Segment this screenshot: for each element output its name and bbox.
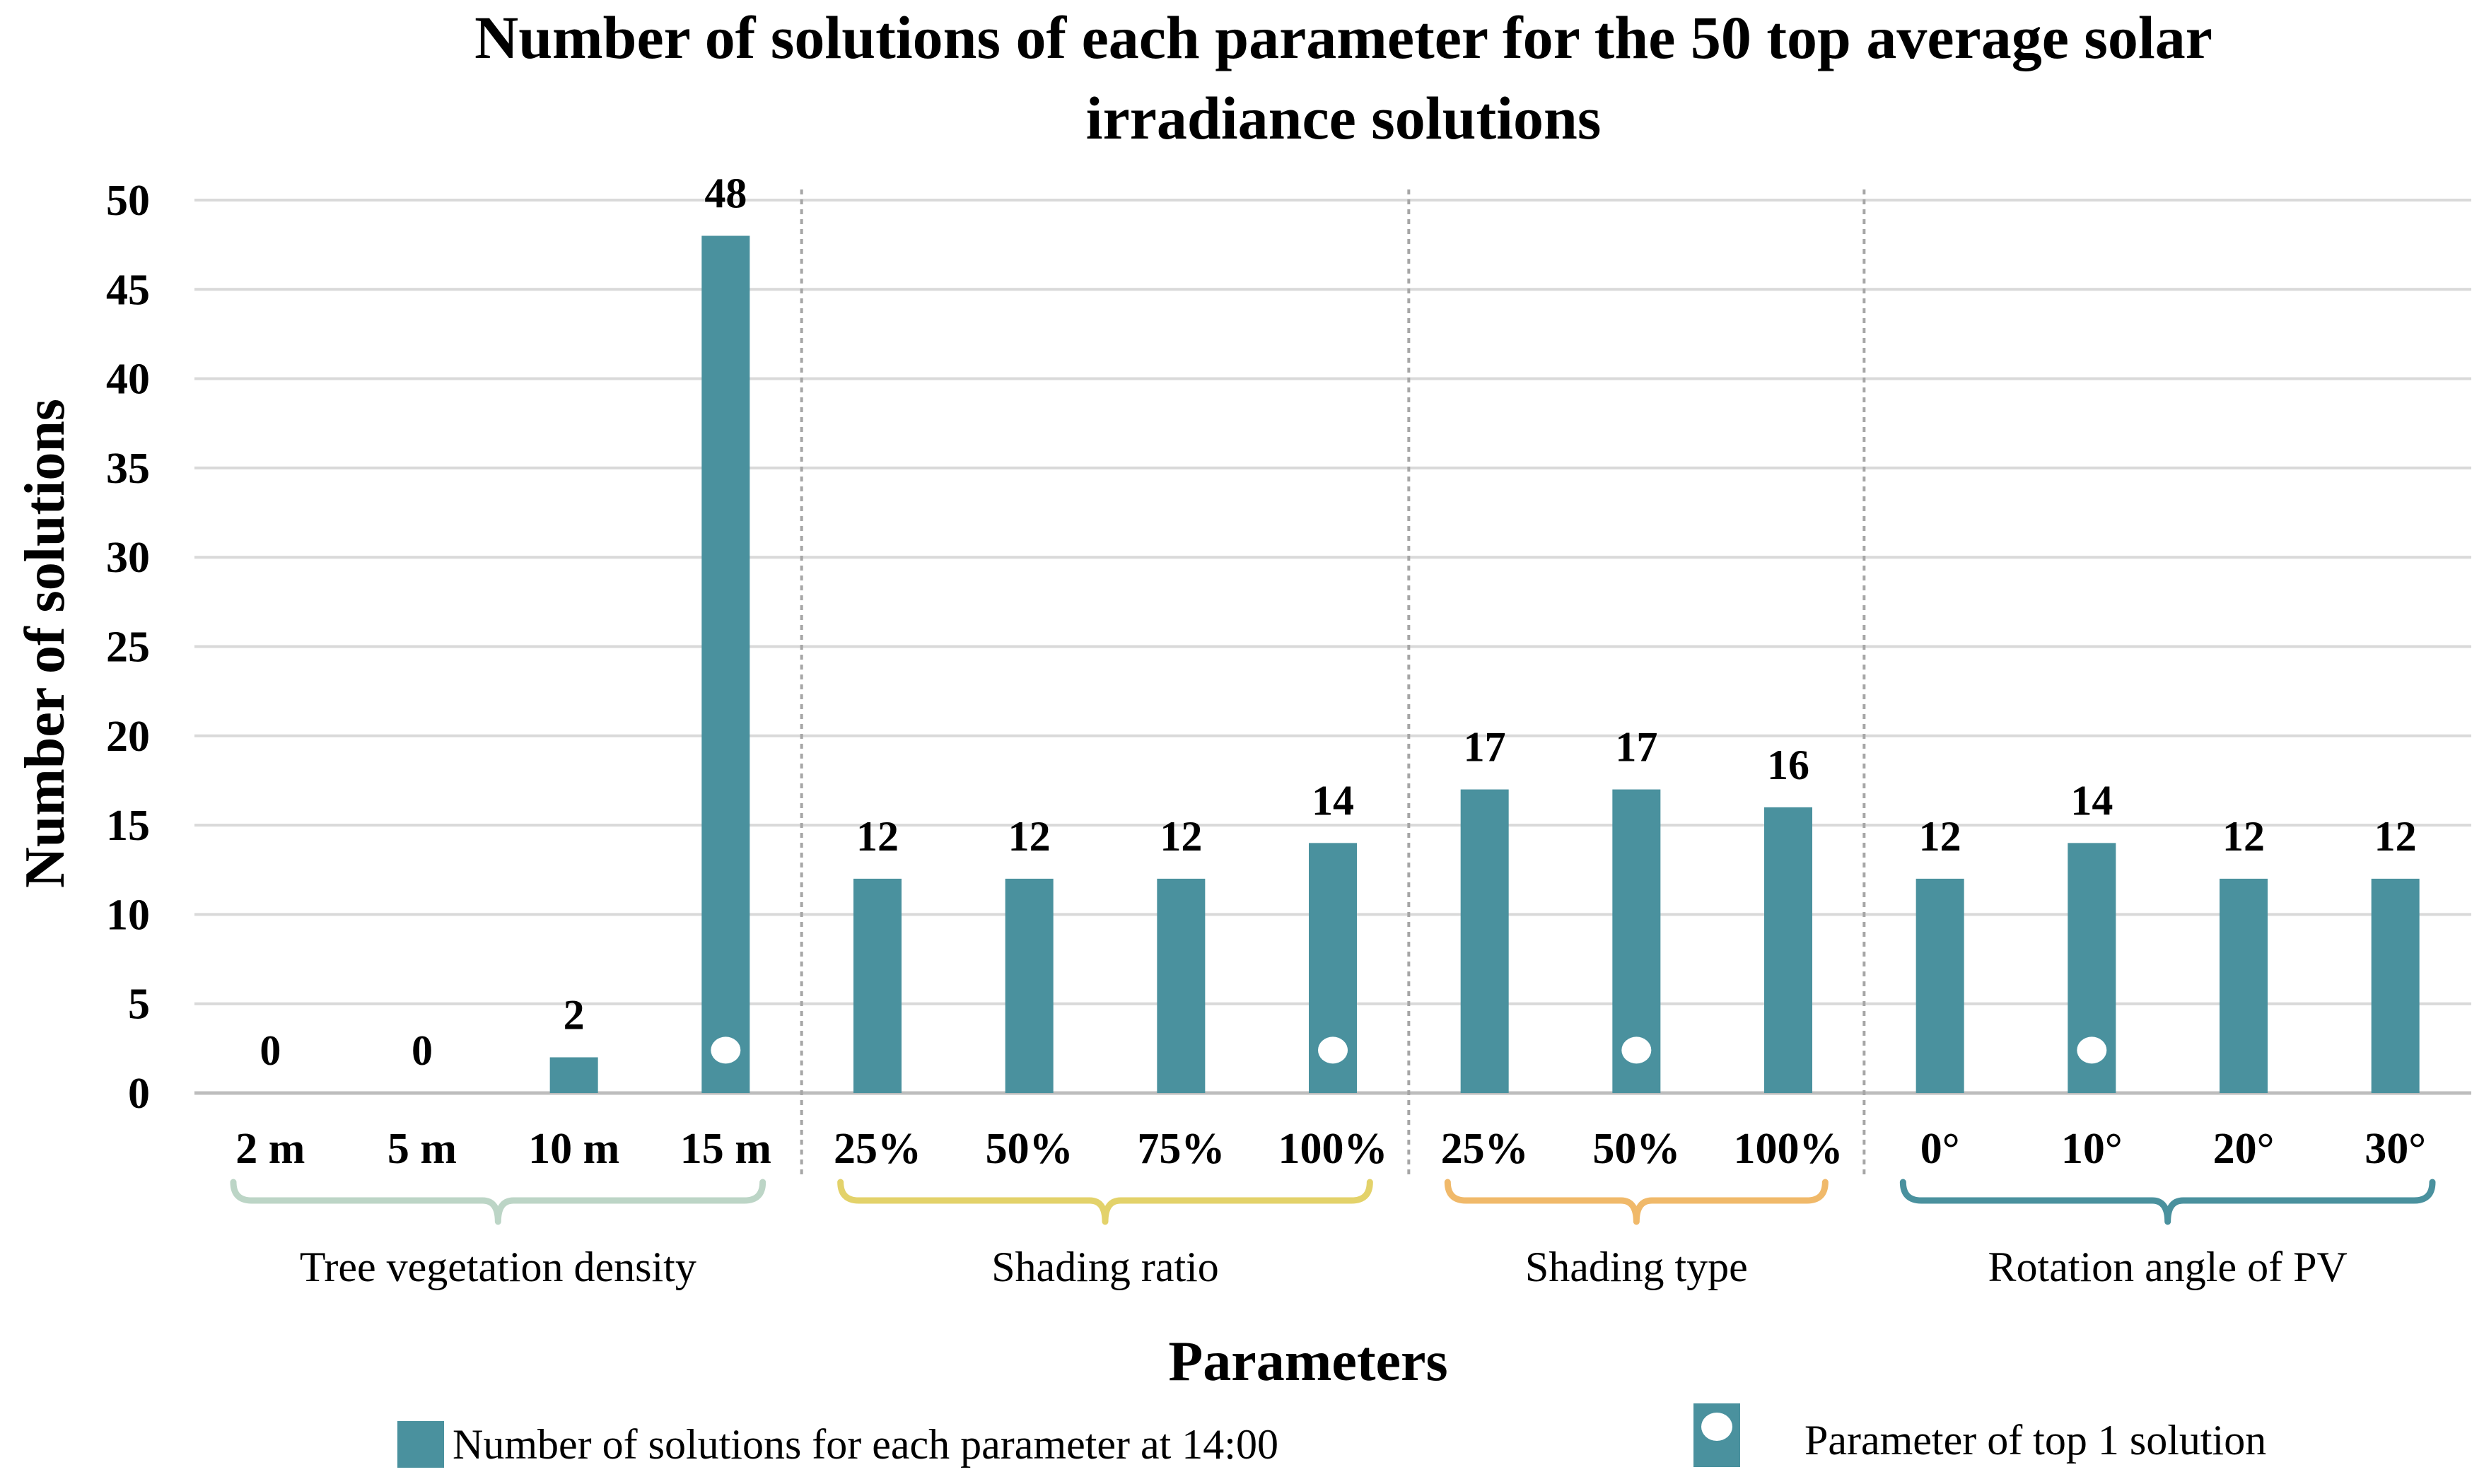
data-label: 0 [412, 1027, 433, 1074]
legend-marker-dot [1701, 1413, 1732, 1441]
data-label: 12 [2374, 813, 2417, 860]
y-tick-label: 10 [106, 891, 150, 939]
x-tick-label: 2 m [235, 1125, 305, 1173]
top-solution-marker [711, 1036, 741, 1064]
x-tick-label: 0° [1920, 1125, 1960, 1173]
data-label: 48 [704, 170, 747, 217]
y-tick-label: 25 [106, 624, 150, 672]
legend-bar-swatch [397, 1421, 444, 1468]
data-label: 12 [856, 813, 899, 860]
y-tick-label: 0 [128, 1070, 150, 1118]
bar [549, 1057, 598, 1093]
legend-marker-label: Parameter of top 1 solution [1804, 1417, 2266, 1463]
bar [1005, 878, 1054, 1093]
group-braces: Tree vegetation density Shading ratio Shad… [230, 1179, 2436, 1290]
group-label: Shading ratio [991, 1244, 1219, 1290]
group-label: Shading type [1525, 1244, 1748, 1290]
x-tick-label: 10 m [528, 1125, 619, 1173]
x-axis-category-labels: 2 m 5 m 10 m 15 m 25% 50% 75% 100% 25% 50% 100% 0° 1… [235, 1125, 2426, 1173]
x-tick-label: 25% [1441, 1125, 1529, 1173]
bar-series [549, 235, 2420, 1093]
x-tick-label: 20° [2213, 1125, 2275, 1173]
bar [1460, 789, 1509, 1093]
group-brace [1444, 1179, 1829, 1225]
legend-bar-label: Number of solutions for each parameter a… [453, 1421, 1278, 1468]
group-brace [1899, 1179, 2436, 1225]
y-tick-label: 20 [106, 713, 150, 761]
data-labels: 0 0 2 48 12 12 12 14 17 17 16 12 14 12 12 [260, 170, 2416, 1074]
data-label: 12 [1160, 813, 1202, 860]
y-axis-ticks: 0 5 10 15 20 25 30 35 40 45 50 [106, 177, 150, 1118]
top-solution-marker [1621, 1036, 1652, 1064]
bar [2220, 878, 2268, 1093]
data-label: 14 [2070, 777, 2113, 824]
x-tick-label: 15 m [680, 1125, 771, 1173]
y-tick-label: 5 [128, 981, 150, 1029]
x-tick-label: 25% [834, 1125, 921, 1173]
x-tick-label: 5 m [387, 1125, 457, 1173]
data-label: 0 [260, 1027, 281, 1074]
top-solution-markers [711, 1036, 2107, 1064]
data-label: 16 [1767, 742, 1809, 788]
y-axis-title: Number of solutions [14, 399, 76, 888]
data-label: 12 [2222, 813, 2265, 860]
data-label: 14 [1312, 777, 1354, 824]
x-tick-label: 100% [1278, 1125, 1388, 1173]
group-label: Tree vegetation density [300, 1244, 696, 1290]
top-solution-marker [2077, 1036, 2107, 1064]
bar [1157, 878, 1206, 1093]
data-label: 2 [564, 991, 585, 1038]
x-tick-label: 100% [1734, 1125, 1843, 1173]
chart-title-line-1: Number of solutions of each parameter fo… [474, 4, 2212, 71]
x-tick-label: 30° [2365, 1125, 2426, 1173]
bar [1764, 807, 1812, 1093]
x-tick-label: 10° [2061, 1125, 2123, 1173]
x-tick-label: 75% [1137, 1125, 1225, 1173]
bar [1916, 878, 1964, 1093]
x-tick-label: 50% [986, 1125, 1073, 1173]
y-tick-label: 40 [106, 356, 150, 404]
x-tick-label: 50% [1592, 1125, 1680, 1173]
top-solution-marker [1318, 1036, 1348, 1064]
data-label: 17 [1464, 724, 1506, 771]
bar [701, 235, 750, 1093]
chart-title-line-2: irradiance solutions [1086, 84, 1602, 152]
bar [2371, 878, 2420, 1093]
y-tick-label: 45 [106, 266, 150, 314]
group-brace [230, 1179, 766, 1225]
y-tick-label: 15 [106, 802, 150, 850]
legend: Number of solutions for each parameter a… [397, 1403, 2266, 1468]
group-brace [837, 1179, 1373, 1225]
data-label: 12 [1919, 813, 1961, 860]
x-axis-title: Parameters [1168, 1331, 1447, 1393]
data-label: 17 [1615, 724, 1657, 771]
y-tick-label: 50 [106, 177, 150, 225]
bar [853, 878, 902, 1093]
y-tick-label: 35 [106, 445, 150, 493]
group-separators [800, 189, 1866, 1178]
data-label: 12 [1008, 813, 1051, 860]
gridlines [194, 199, 2471, 1095]
group-label: Rotation angle of PV [1988, 1244, 2348, 1290]
y-tick-label: 30 [106, 534, 150, 582]
